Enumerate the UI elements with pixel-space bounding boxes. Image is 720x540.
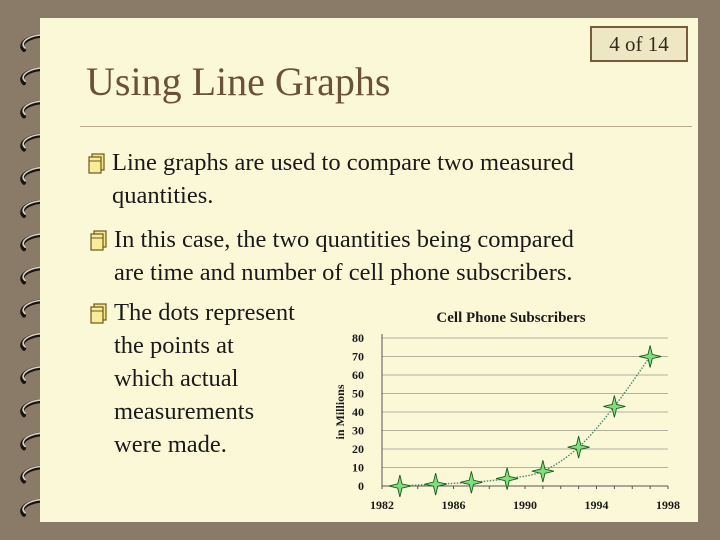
notebook-bullet-icon bbox=[88, 153, 105, 174]
slide-page bbox=[40, 18, 698, 522]
chart-title: Cell Phone Subscribers bbox=[436, 310, 585, 326]
bullet-3-line-2: the points at bbox=[114, 332, 234, 359]
bullet-2: In this case, the two quantities being c… bbox=[90, 223, 574, 289]
subscribers-line-chart: Cell Phone Subscribers in Millions 0 10 20 30… bbox=[333, 310, 680, 512]
bullet-3: The dots represent the points at which a… bbox=[90, 296, 295, 461]
bullet-1-line-2: quantities. bbox=[112, 182, 214, 209]
y-tick-label: 20 bbox=[352, 442, 364, 456]
notebook-bullet-icon bbox=[90, 303, 107, 324]
bullet-1-line-1: Line graphs are used to compare two meas… bbox=[112, 149, 574, 176]
bullet-3-line-1: The dots represent bbox=[114, 299, 295, 326]
slide-title: Using Line Graphs bbox=[86, 59, 391, 104]
y-tick-label: 60 bbox=[352, 368, 364, 382]
data-point-star bbox=[531, 460, 554, 483]
y-tick-label: 80 bbox=[352, 331, 364, 345]
slide-counter: 4 of 14 bbox=[590, 26, 688, 62]
bullet-2-line-2: are time and number of cell phone subscr… bbox=[114, 259, 573, 286]
title-divider bbox=[80, 126, 692, 127]
data-point-star bbox=[603, 395, 626, 418]
bullet-3-line-3: which actual bbox=[114, 365, 239, 392]
y-tick-label: 30 bbox=[352, 424, 364, 438]
bullet-3-line-5: were made. bbox=[114, 431, 227, 458]
y-tick-label: 70 bbox=[352, 350, 364, 364]
x-tick-label: 1986 bbox=[442, 498, 466, 512]
data-point-star bbox=[567, 436, 590, 459]
x-tick-label: 1990 bbox=[513, 498, 537, 512]
bullet-3-line-4: measurements bbox=[114, 398, 255, 425]
bullet-1: Line graphs are used to compare two meas… bbox=[88, 146, 574, 212]
y-axis-label: in Millions bbox=[333, 384, 347, 439]
data-point-star bbox=[639, 345, 662, 368]
data-point-star bbox=[424, 473, 447, 496]
series-line bbox=[399, 356, 651, 487]
x-tick-label: 1998 bbox=[656, 498, 680, 512]
data-point-star bbox=[496, 467, 519, 490]
data-point-star bbox=[460, 471, 483, 494]
x-tick-label: 1982 bbox=[370, 498, 394, 512]
y-tick-label: 40 bbox=[352, 405, 364, 419]
y-tick-label: 50 bbox=[352, 387, 364, 401]
data-point-star bbox=[388, 474, 411, 498]
y-tick-label: 10 bbox=[352, 461, 364, 475]
bullet-2-line-1: In this case, the two quantities being c… bbox=[114, 226, 574, 253]
y-tick-label: 0 bbox=[358, 479, 364, 493]
x-tick-label: 1994 bbox=[585, 498, 609, 512]
notebook-bullet-icon bbox=[90, 230, 107, 251]
